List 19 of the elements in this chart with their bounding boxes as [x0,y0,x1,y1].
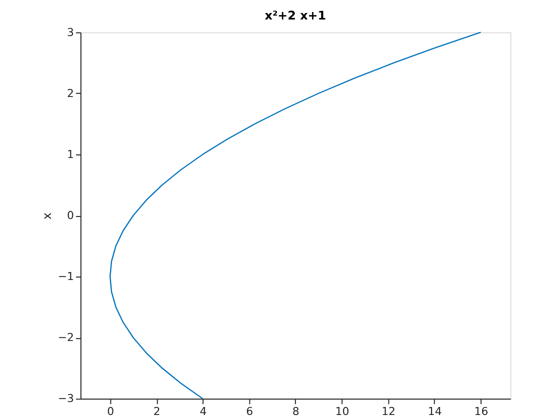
x-tick-label: 6 [246,405,254,418]
x-tick-label: 10 [335,405,350,418]
y-axis-title: x [40,212,54,220]
x-tick-label: 8 [292,405,300,418]
x-tick-label: 0 [107,405,114,418]
y-tick-label: 2 [67,86,74,100]
line-series [109,32,482,400]
y-tick-label: −3 [58,392,74,406]
y-tick-label: −1 [58,270,74,284]
y-tick-label: 0 [67,208,74,222]
y-tick-label: 3 [67,26,74,39]
y-tick-label: −2 [58,331,74,344]
x-tick-label: 16 [474,405,488,418]
x-tick-label: 14 [428,405,442,418]
x-tick-label: 12 [382,405,396,418]
x-tick-label: 4 [200,405,207,418]
chart-title: x²+2 x+1 [264,8,326,22]
y-tick-label: 1 [67,148,74,161]
x-tick-label: 2 [153,405,160,418]
